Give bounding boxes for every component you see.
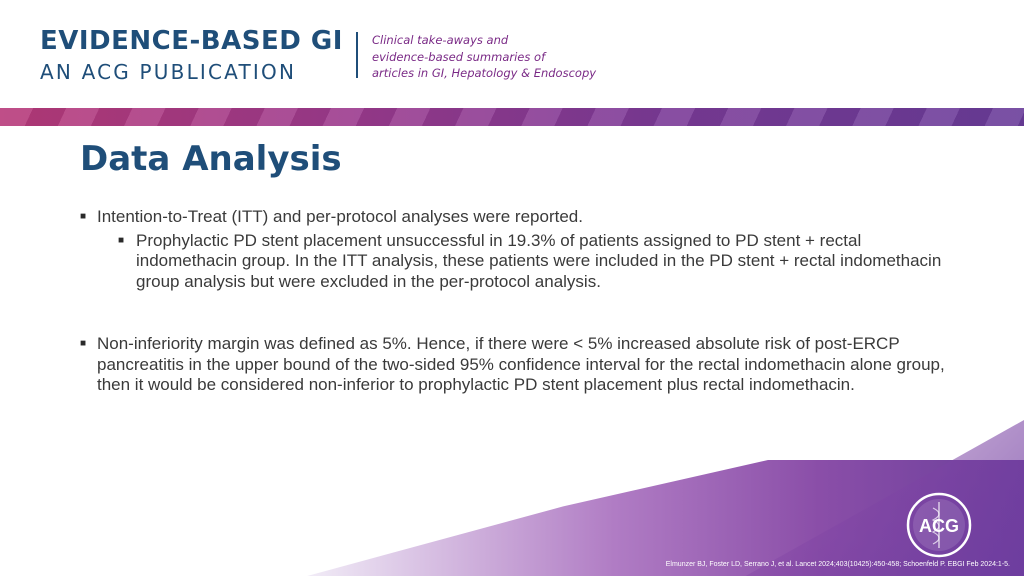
bullet-text: Non-inferiority margin was defined as 5%… [97, 334, 945, 394]
bullet-square-icon: ■ [118, 234, 125, 246]
brand-subtitle: AN ACG PUBLICATION [40, 60, 297, 84]
bullet-item: ■ Non-inferiority margin was defined as … [80, 334, 960, 396]
tagline: Clinical take-aways and evidence-based s… [372, 32, 596, 82]
bullet-item: ■ Intention-to-Treat (ITT) and per-proto… [80, 207, 960, 228]
bullet-square-icon: ■ [80, 211, 87, 222]
brand-logo: EVIDENCE-BASED GI AN ACG PUBLICATION [40, 26, 343, 85]
sub-bullet-text: Prophylactic PD stent placement unsucces… [136, 230, 942, 291]
header: EVIDENCE-BASED GI AN ACG PUBLICATION Cli… [0, 0, 1024, 108]
header-divider [356, 32, 358, 78]
tagline-line: Clinical take-aways and [372, 33, 509, 47]
sub-bullet-item: ■ Prophylactic PD stent placement unsucc… [80, 231, 960, 293]
slide-body: ■ Intention-to-Treat (ITT) and per-proto… [80, 207, 960, 396]
tagline-line: articles in GI, Hepatology & Endoscopy [372, 66, 597, 80]
bullet-square-icon: ■ [80, 338, 87, 349]
slide-title: Data Analysis [80, 139, 342, 179]
brand-title: EVIDENCE-BASED GI [40, 26, 343, 56]
tagline-line: evidence-based summaries of [372, 49, 546, 64]
acg-logo-text: ACG [919, 516, 959, 536]
decorative-band-texture [0, 108, 1024, 126]
decorative-band [0, 108, 1024, 126]
bullet-text: Intention-to-Treat (ITT) and per-protoco… [97, 207, 583, 226]
citation: Elmunzer BJ, Foster LD, Serrano J, et al… [665, 561, 1010, 568]
acg-logo-icon: ACG [906, 492, 972, 558]
